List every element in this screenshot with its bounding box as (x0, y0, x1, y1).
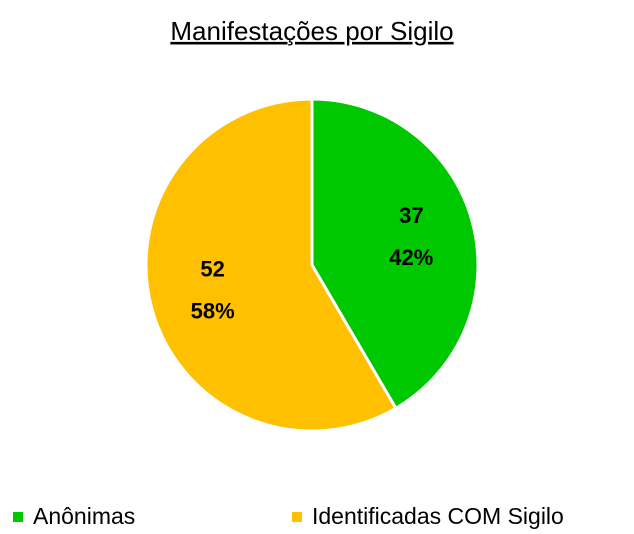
chart-title: Manifestações por Sigilo (170, 16, 453, 46)
value-label: 37 (399, 203, 423, 228)
legend-swatch (292, 512, 302, 522)
pie-slice (144, 97, 398, 433)
legend-label: Anônimas (33, 503, 135, 529)
pie-slice (310, 97, 480, 411)
value-label: 52 (200, 257, 224, 282)
legend-swatch (13, 512, 23, 522)
legend-label: Identificadas COM Sigilo (312, 503, 564, 529)
percent-label: 42% (389, 245, 433, 270)
percent-label: 58% (191, 299, 235, 324)
